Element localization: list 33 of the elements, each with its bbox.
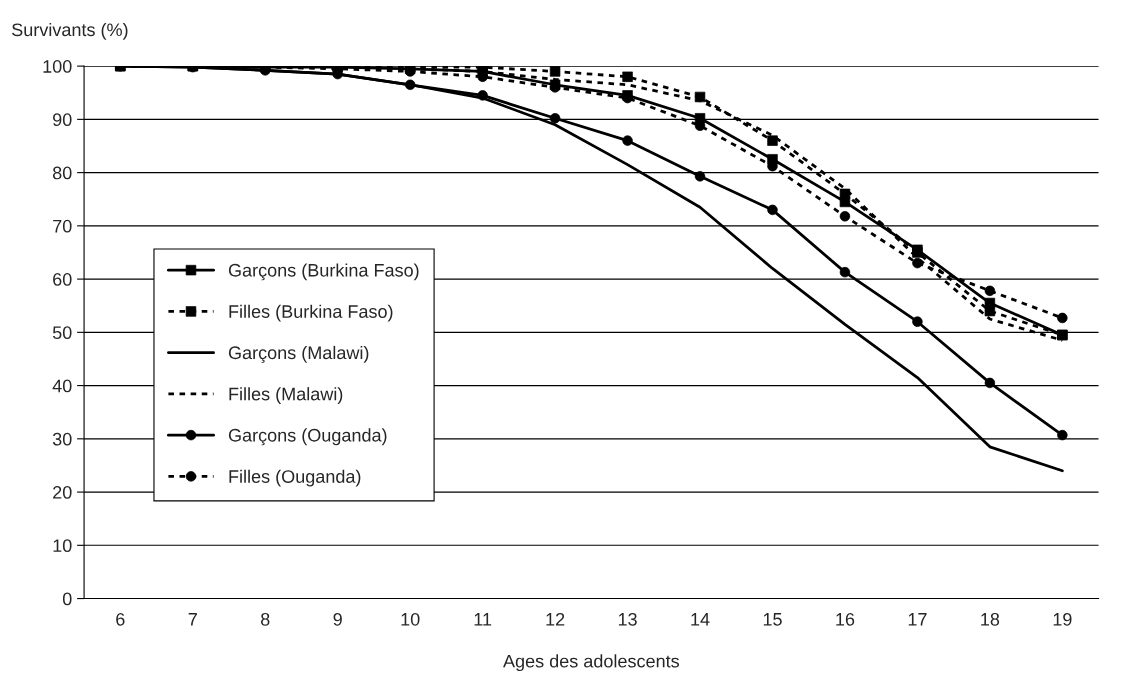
x-tick-label: 16 — [836, 612, 855, 626]
x-tick-label: 19 — [1053, 612, 1072, 626]
x-tick-label: 10 — [401, 612, 420, 626]
x-tick-label: 14 — [691, 613, 710, 626]
x-tick-label: 7 — [188, 613, 197, 626]
legend-label: Garçons (Malawi) — [228, 345, 369, 363]
y-tick-label: 20 — [53, 486, 72, 499]
y-axis-title: Survivants (%) — [12, 22, 128, 40]
x-tick-label: 8 — [261, 612, 270, 626]
y-tick-label: 60 — [53, 273, 72, 286]
y-tick-label: 40 — [52, 379, 72, 393]
x-tick-label: 17 — [908, 613, 927, 626]
y-tick-label: 30 — [52, 432, 72, 446]
legend-label: Garçons (Burkina Faso) — [228, 263, 419, 281]
x-tick-label: 12 — [546, 612, 565, 626]
x-tick-label: 11 — [474, 613, 492, 626]
legend-label: Filles (Ouganda) — [229, 469, 361, 487]
x-tick-label: 9 — [333, 612, 342, 626]
y-tick-label: 10 — [53, 539, 72, 553]
x-tick-label: 13 — [618, 612, 637, 626]
y-tick-label: 0 — [62, 592, 72, 606]
y-tick-label: 80 — [52, 166, 72, 180]
legend-label: Filles (Malawi) — [229, 387, 343, 404]
y-tick-label: 70 — [53, 219, 72, 233]
legend-label: Filles (Burkina Faso) — [229, 304, 393, 322]
x-axis-title: Ages des adolescents — [503, 654, 680, 672]
y-tick-label: 50 — [52, 326, 72, 340]
x-tick-label: 6 — [116, 612, 125, 626]
legend-label: Garçons (Ouganda) — [228, 428, 387, 446]
x-tick-label: 15 — [763, 613, 782, 626]
x-tick-label: 18 — [981, 612, 1000, 626]
y-tick-label: 100 — [43, 60, 72, 73]
y-tick-label: 90 — [53, 113, 72, 127]
